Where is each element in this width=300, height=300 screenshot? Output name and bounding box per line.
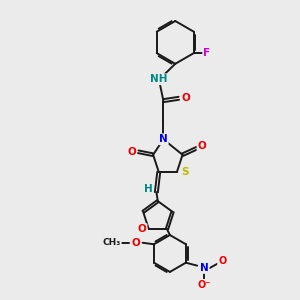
- Text: O: O: [218, 256, 226, 266]
- Text: S: S: [182, 167, 189, 177]
- Text: O: O: [128, 147, 136, 157]
- Text: H: H: [144, 184, 152, 194]
- Text: O: O: [181, 93, 190, 103]
- Text: O: O: [131, 238, 140, 248]
- Text: O⁻: O⁻: [198, 280, 211, 290]
- Text: N: N: [200, 263, 209, 273]
- Text: F: F: [203, 48, 210, 58]
- Text: N: N: [159, 134, 168, 144]
- Text: O: O: [138, 224, 147, 234]
- Text: O: O: [197, 141, 206, 152]
- Text: NH: NH: [150, 74, 168, 84]
- Text: CH₃: CH₃: [103, 238, 121, 247]
